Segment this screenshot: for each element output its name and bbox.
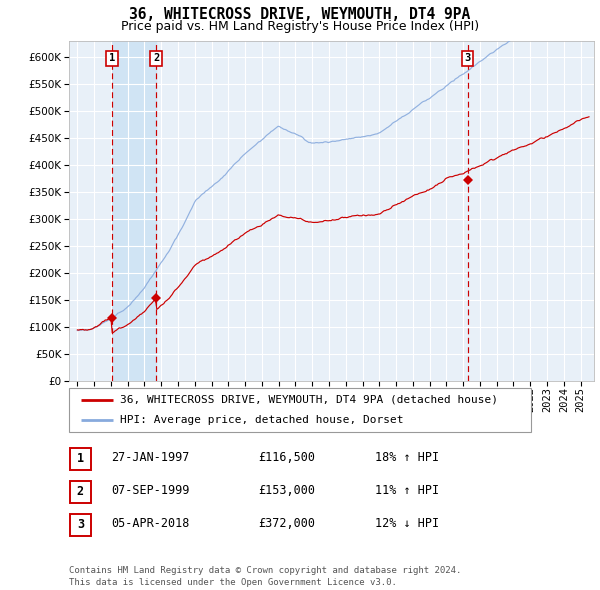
FancyBboxPatch shape — [70, 480, 91, 503]
Text: 12% ↓ HPI: 12% ↓ HPI — [375, 517, 439, 530]
Text: 27-JAN-1997: 27-JAN-1997 — [111, 451, 190, 464]
Text: 05-APR-2018: 05-APR-2018 — [111, 517, 190, 530]
Text: 2: 2 — [77, 485, 84, 498]
Text: £372,000: £372,000 — [258, 517, 315, 530]
Text: Contains HM Land Registry data © Crown copyright and database right 2024.
This d: Contains HM Land Registry data © Crown c… — [69, 566, 461, 587]
Text: 3: 3 — [464, 53, 470, 63]
Text: 18% ↑ HPI: 18% ↑ HPI — [375, 451, 439, 464]
Text: 1: 1 — [77, 452, 84, 465]
Text: £116,500: £116,500 — [258, 451, 315, 464]
Text: 36, WHITECROSS DRIVE, WEYMOUTH, DT4 9PA (detached house): 36, WHITECROSS DRIVE, WEYMOUTH, DT4 9PA … — [120, 395, 498, 405]
Text: HPI: Average price, detached house, Dorset: HPI: Average price, detached house, Dors… — [120, 415, 403, 425]
Text: 36, WHITECROSS DRIVE, WEYMOUTH, DT4 9PA: 36, WHITECROSS DRIVE, WEYMOUTH, DT4 9PA — [130, 7, 470, 22]
FancyBboxPatch shape — [69, 388, 531, 432]
Text: 3: 3 — [77, 518, 84, 531]
FancyBboxPatch shape — [70, 513, 91, 536]
Bar — [112, 41, 156, 381]
FancyBboxPatch shape — [70, 447, 91, 470]
Text: £153,000: £153,000 — [258, 484, 315, 497]
Text: 2: 2 — [153, 53, 159, 63]
Text: 11% ↑ HPI: 11% ↑ HPI — [375, 484, 439, 497]
Text: 07-SEP-1999: 07-SEP-1999 — [111, 484, 190, 497]
Text: 1: 1 — [109, 53, 115, 63]
Text: Price paid vs. HM Land Registry's House Price Index (HPI): Price paid vs. HM Land Registry's House … — [121, 20, 479, 33]
